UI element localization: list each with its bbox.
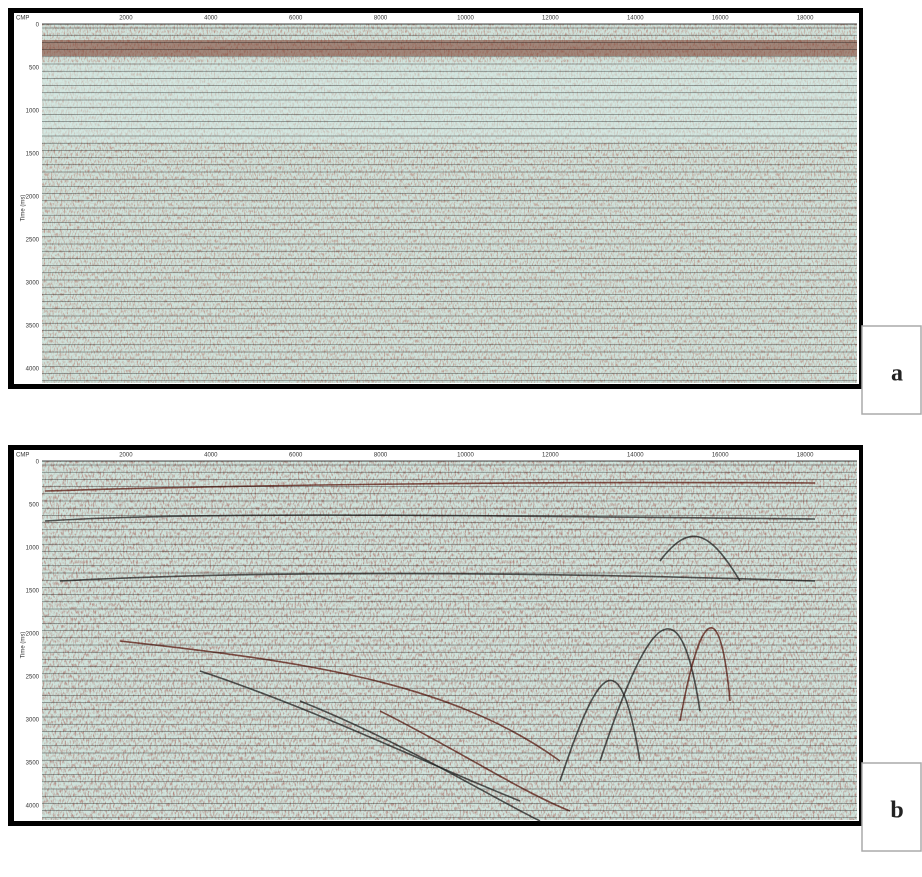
y-tick-label: 1000	[26, 109, 40, 115]
panel-label: a	[891, 361, 903, 387]
x-axis-label: CMP	[16, 16, 29, 22]
x-tick-label: 4000	[204, 453, 218, 459]
x-axis-label: CMP	[16, 453, 29, 459]
seismic-panel: CMP 2000 4000 6000 8000 10000 12000 14000 16000 1…	[8, 8, 921, 414]
y-tick-label: 2500	[26, 238, 40, 244]
seismic-panel: CMP 2000 4000 6000 8000 10000 12000 14000 16000 1…	[8, 445, 921, 851]
x-tick-label: 14000	[627, 16, 644, 22]
x-tick-label: 12000	[542, 453, 559, 459]
y-tick-label: 3500	[26, 324, 40, 330]
y-tick-label: 1500	[26, 589, 40, 595]
x-tick-label: 16000	[712, 453, 729, 459]
y-tick-label: 1000	[26, 546, 40, 552]
y-tick-label: 3000	[26, 281, 40, 287]
y-axis-label: Time (ms)	[21, 632, 27, 659]
x-tick-label: 2000	[119, 453, 133, 459]
y-tick-label: 3000	[26, 718, 40, 724]
x-tick-label: 6000	[289, 453, 303, 459]
y-tick-label: 500	[29, 66, 40, 72]
y-tick-label: 2000	[26, 632, 40, 638]
x-tick-label: 2000	[119, 16, 133, 22]
x-tick-label: 10000	[457, 16, 474, 22]
y-tick-label: 1500	[26, 152, 40, 158]
x-tick-label: 16000	[712, 16, 729, 22]
y-tick-label: 2000	[26, 195, 40, 201]
figure: CMP 2000 4000 6000 8000 10000 12000 14000 16000 1…	[0, 0, 922, 877]
x-tick-label: 18000	[797, 16, 814, 22]
y-tick-label: 500	[29, 503, 40, 509]
x-tick-label: 10000	[457, 453, 474, 459]
panel-label: b	[890, 798, 903, 824]
y-axis-label: Time (ms)	[21, 195, 27, 222]
x-tick-label: 4000	[204, 16, 218, 22]
x-tick-label: 18000	[797, 453, 814, 459]
x-tick-label: 8000	[374, 16, 388, 22]
y-tick-label: 4000	[26, 804, 40, 810]
x-tick-label: 6000	[289, 16, 303, 22]
y-tick-label: 2500	[26, 675, 40, 681]
quiet-band	[42, 62, 857, 142]
x-tick-label: 14000	[627, 453, 644, 459]
y-tick-label: 4000	[26, 367, 40, 373]
x-tick-label: 12000	[542, 16, 559, 22]
y-tick-label: 3500	[26, 761, 40, 767]
x-tick-label: 8000	[374, 453, 388, 459]
